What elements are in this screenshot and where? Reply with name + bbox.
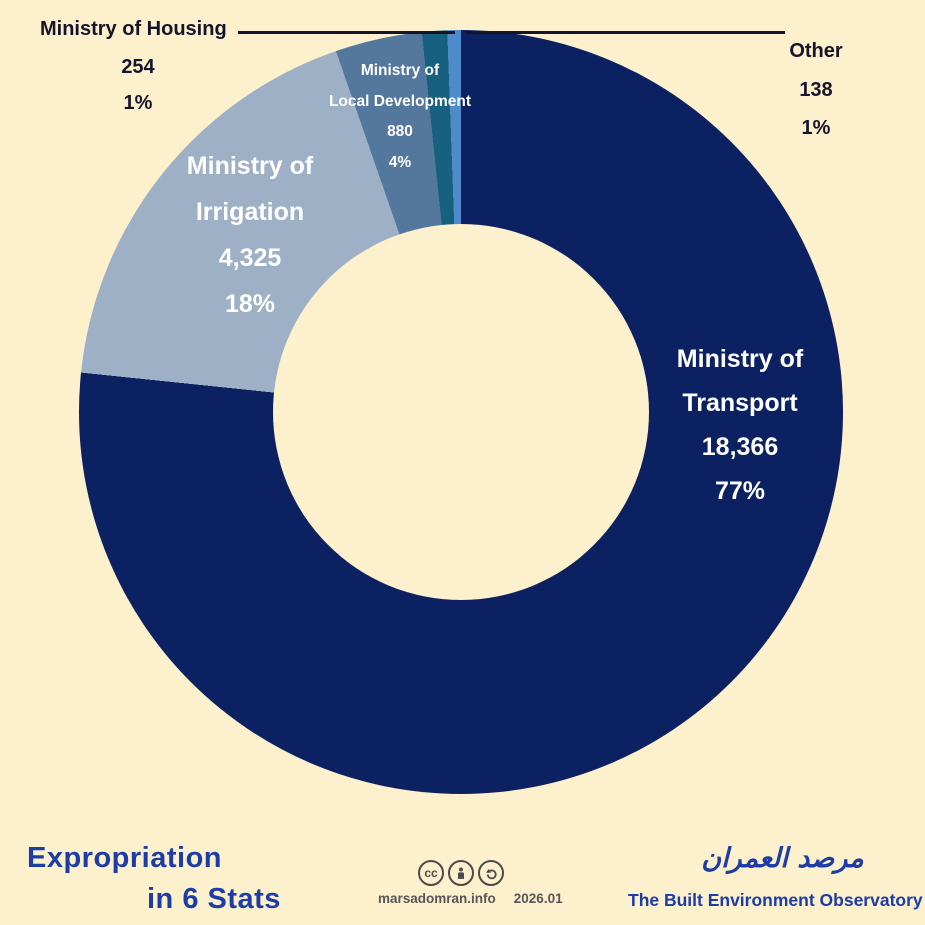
label-other-value: 138	[799, 79, 833, 101]
label-transport-name-1: Ministry of	[676, 345, 804, 373]
label-other-pct: 1%	[801, 117, 831, 139]
cc-icon: cc	[418, 860, 444, 886]
label-local-development-pct: 4%	[388, 153, 412, 171]
label-transport-pct: 77%	[714, 477, 766, 505]
label-other-name: Other	[789, 40, 843, 62]
label-irrigation-name-1: Ministry of	[186, 152, 314, 180]
label-local-development-name-2: Local Development	[328, 92, 472, 110]
attribution-person-icon	[448, 860, 474, 886]
label-transport: Ministry of Transport 18,366 77%	[615, 337, 865, 513]
label-irrigation-pct: 18%	[224, 290, 276, 318]
page-title-line-2: in 6 Stats	[147, 883, 281, 915]
donut-hole	[273, 224, 649, 600]
label-local-development-name-1: Ministry of	[360, 62, 440, 79]
license-badges: cc	[418, 860, 504, 886]
label-irrigation: Ministry of Irrigation 4,325 18%	[125, 143, 375, 327]
label-transport-name-2: Transport	[682, 389, 798, 417]
site-name: marsadomran.info	[378, 891, 496, 906]
other-leader-line	[465, 31, 785, 34]
label-irrigation-name-2: Irrigation	[195, 198, 305, 226]
label-local-development-value: 880	[387, 123, 413, 140]
donut-chart	[79, 30, 843, 794]
label-local-development: Ministry of Local Development 880 4%	[300, 56, 500, 178]
label-housing-name: Ministry of Housing	[40, 18, 227, 40]
label-housing-value: 254	[121, 56, 155, 78]
org-name-arabic: مرصد العمران	[701, 843, 864, 874]
label-transport-value: 18,366	[701, 433, 779, 461]
label-housing-pct: 1%	[123, 92, 153, 114]
page-title-line-1: Expropriation	[27, 842, 223, 874]
housing-leader-line	[238, 31, 455, 34]
license-text-row: marsadomran.info 2026.01	[378, 891, 563, 906]
cc-icon-label: cc	[424, 866, 438, 880]
label-irrigation-value: 4,325	[218, 244, 282, 272]
share-alike-glyph	[485, 868, 497, 879]
attribution-person-glyph	[457, 867, 465, 879]
org-name-english: The Built Environment Observatory	[628, 890, 923, 910]
edition-date: 2026.01	[513, 891, 563, 906]
share-alike-icon	[478, 860, 504, 886]
